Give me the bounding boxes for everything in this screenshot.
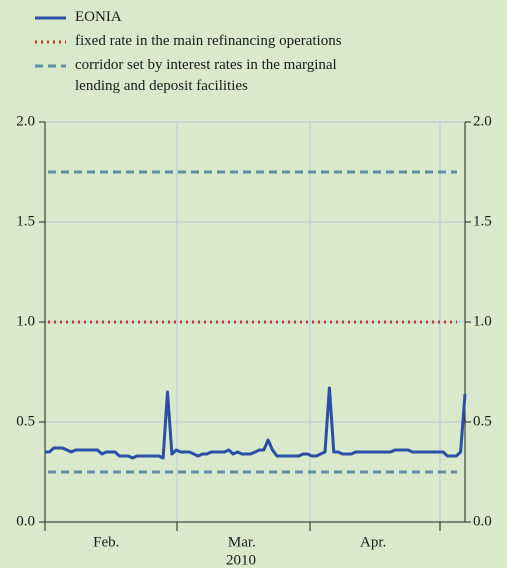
legend-label: fixed rate in the main refinancing opera…: [75, 33, 342, 49]
x-tick-label: Feb.: [93, 534, 119, 550]
y2-tick-label: 0.5: [473, 413, 492, 429]
legend-label-line: lending and deposit facilities: [75, 78, 248, 94]
legend-label: EONIA: [75, 9, 122, 25]
y-tick-label: 1.0: [16, 313, 35, 329]
x-axis-label: 2010: [226, 552, 256, 568]
y2-tick-label: 1.0: [473, 313, 492, 329]
y2-tick-label: 1.5: [473, 213, 492, 229]
legend-label-line: EONIA: [75, 9, 122, 25]
x-tick-label: Mar.: [228, 534, 256, 550]
x-tick-label: Apr.: [360, 534, 386, 550]
y-tick-label: 0.0: [16, 513, 35, 529]
line-series: [45, 386, 467, 460]
legend: EONIA fixed rate in the main refinancing …: [35, 9, 342, 94]
legend-label: corridor set by interest rates in the ma…: [75, 57, 337, 94]
y2-tick-label: 2.0: [473, 113, 492, 129]
legend-label-line: fixed rate in the main refinancing opera…: [75, 33, 342, 49]
y-tick-label: 2.0: [16, 113, 35, 129]
y-tick-label: 0.5: [16, 413, 35, 429]
month-ticks: [44, 522, 441, 531]
y2-tick-label: 0.0: [473, 513, 492, 529]
y-tick-label: 1.5: [16, 213, 35, 229]
legend-label-line: corridor set by interest rates in the ma…: [75, 57, 337, 73]
